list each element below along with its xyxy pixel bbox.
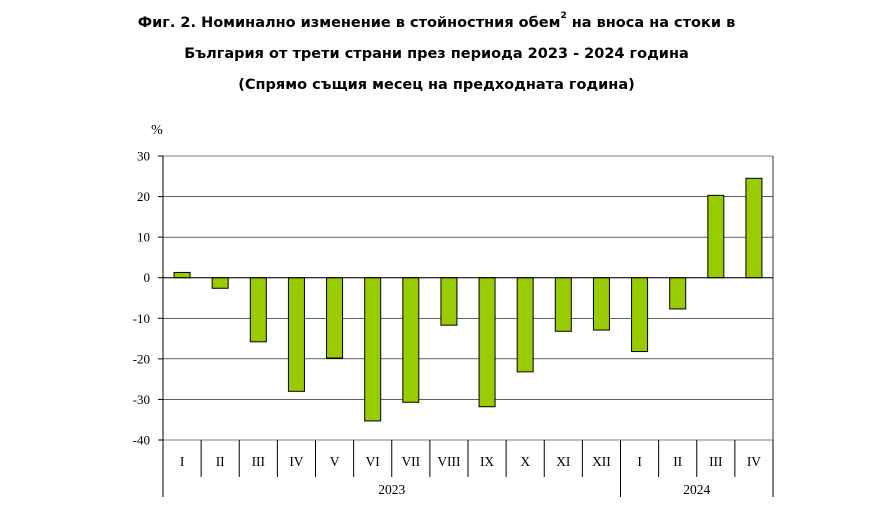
bar-xi-2023 xyxy=(554,277,572,332)
x-tick-label: I xyxy=(180,454,185,469)
group-label-2024: 2024 xyxy=(683,482,710,497)
y-tick-label: 30 xyxy=(137,149,150,164)
title-line-1-rest: на вноса на стоки в xyxy=(566,15,736,31)
x-tick-label: X xyxy=(520,454,530,469)
y-tick-label: -10 xyxy=(133,311,150,326)
title-line-2: България от трети страни през периода 20… xyxy=(184,46,689,62)
x-tick-label: II xyxy=(673,454,682,469)
bar-vi-2023 xyxy=(364,277,382,422)
chart-title: Фиг. 2. Номинално изменение в стойностни… xyxy=(0,8,873,101)
bars xyxy=(173,177,763,422)
bar-xii-2023 xyxy=(592,277,610,331)
bar-vii-2023 xyxy=(402,277,420,403)
y-tick-label: -30 xyxy=(133,392,150,407)
x-tick-label: II xyxy=(216,454,225,469)
x-tick-label: VII xyxy=(401,454,420,469)
y-tick-label: 10 xyxy=(137,230,150,245)
axes xyxy=(158,155,774,497)
x-tick-label: IX xyxy=(480,454,494,469)
title-line-3: (Спрямо същия месец на предходната годин… xyxy=(238,77,635,93)
bar-i-2023 xyxy=(173,271,191,279)
y-tick-label: -20 xyxy=(133,351,150,366)
bar-iii-2024 xyxy=(707,194,725,279)
x-tick-label: XI xyxy=(556,454,571,469)
bar-i-2024 xyxy=(631,277,649,353)
bar-ii-2023 xyxy=(211,277,229,289)
bar-iv-2023 xyxy=(287,277,305,392)
x-tick-label: I xyxy=(637,454,642,469)
y-tick-label: 0 xyxy=(144,270,151,285)
bar-iii-2023 xyxy=(249,277,267,343)
x-tick-label: V xyxy=(330,454,340,469)
group-label-2023: 2023 xyxy=(378,482,405,497)
x-tick-label: III xyxy=(252,454,266,469)
bar-ii-2024 xyxy=(669,277,687,310)
title-superscript: 2 xyxy=(560,11,567,22)
bar-iv-2024 xyxy=(745,177,763,279)
y-tick-label: -40 xyxy=(133,433,150,448)
x-tick-label: IV xyxy=(747,454,761,469)
x-tick-label: VIII xyxy=(437,454,461,469)
title-line-1: Фиг. 2. Номинално изменение в стойностни… xyxy=(0,8,873,39)
x-tick-label: VI xyxy=(366,454,381,469)
x-tick-label: XII xyxy=(592,454,611,469)
bar-x-2023 xyxy=(516,277,534,373)
y-axis-unit: % xyxy=(151,123,163,138)
x-tick-label: IV xyxy=(289,454,303,469)
bar-v-2023 xyxy=(326,277,344,359)
y-tick-label: 20 xyxy=(137,189,150,204)
x-tick-label: III xyxy=(709,454,723,469)
title-line-1-main: Фиг. 2. Номинално изменение в стойностни… xyxy=(137,15,561,31)
bar-viii-2023 xyxy=(440,277,458,326)
bar-ix-2023 xyxy=(478,277,496,408)
